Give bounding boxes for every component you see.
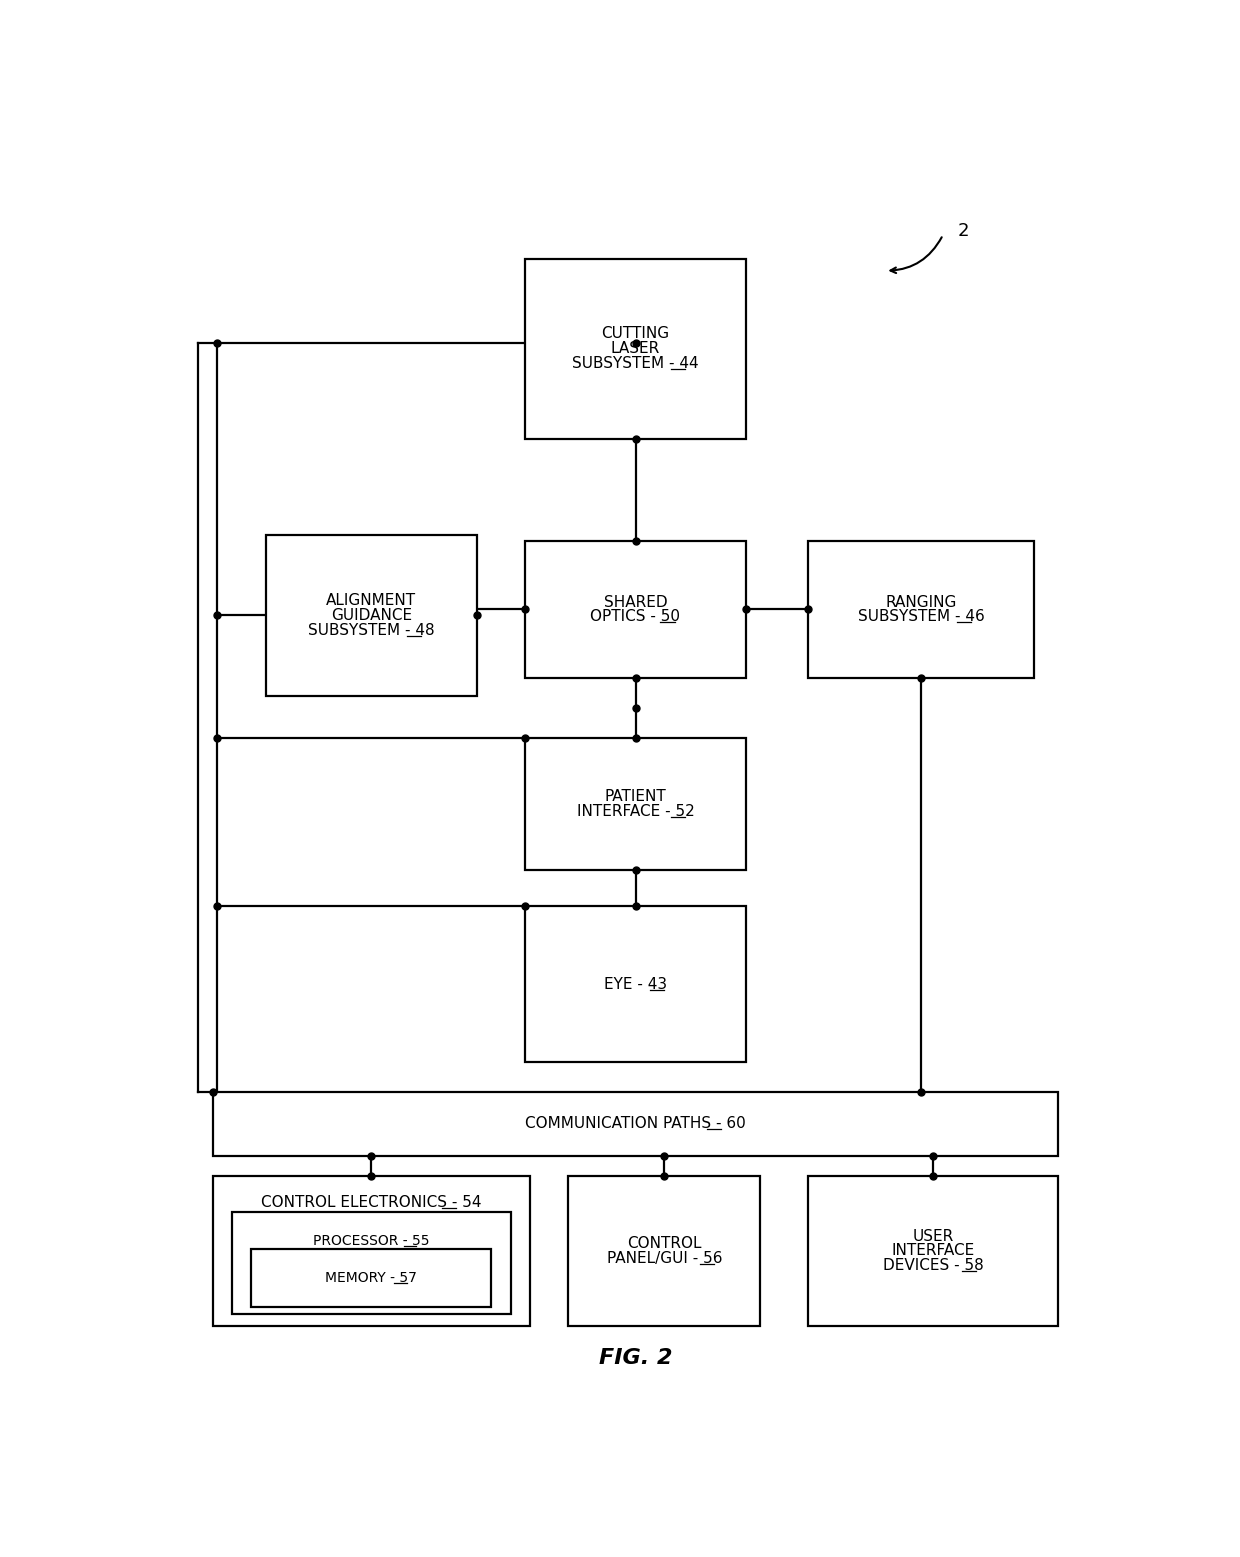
Text: ALIGNMENT: ALIGNMENT [326, 593, 417, 609]
FancyBboxPatch shape [250, 1249, 491, 1306]
Text: EYE - 43: EYE - 43 [604, 976, 667, 992]
Text: INTERFACE: INTERFACE [892, 1244, 975, 1258]
Text: MEMORY - 57: MEMORY - 57 [325, 1271, 417, 1285]
Text: INTERFACE - 52: INTERFACE - 52 [577, 803, 694, 819]
FancyBboxPatch shape [568, 1176, 760, 1327]
Text: SUBSYSTEM - 46: SUBSYSTEM - 46 [858, 609, 985, 624]
Text: CONTROL ELECTRONICS - 54: CONTROL ELECTRONICS - 54 [260, 1194, 481, 1210]
FancyBboxPatch shape [232, 1211, 511, 1314]
FancyBboxPatch shape [525, 258, 746, 439]
Text: RANGING: RANGING [885, 595, 957, 610]
FancyBboxPatch shape [213, 1176, 529, 1327]
Text: PROCESSOR - 55: PROCESSOR - 55 [312, 1233, 429, 1247]
FancyBboxPatch shape [213, 1091, 1058, 1155]
Text: PANEL/GUI - 56: PANEL/GUI - 56 [606, 1250, 722, 1266]
FancyBboxPatch shape [808, 1176, 1059, 1327]
Text: CONTROL: CONTROL [627, 1236, 702, 1250]
Text: COMMUNICATION PATHS - 60: COMMUNICATION PATHS - 60 [525, 1116, 746, 1132]
Text: 2: 2 [957, 223, 968, 240]
Text: SHARED: SHARED [604, 595, 667, 610]
FancyBboxPatch shape [525, 738, 746, 870]
Text: CUTTING: CUTTING [601, 327, 670, 341]
Text: LASER: LASER [611, 341, 660, 357]
Text: GUIDANCE: GUIDANCE [331, 607, 412, 623]
Text: OPTICS - 50: OPTICS - 50 [590, 609, 681, 624]
Text: SUBSYSTEM - 44: SUBSYSTEM - 44 [572, 357, 699, 371]
Text: PATIENT: PATIENT [605, 789, 666, 805]
FancyBboxPatch shape [525, 906, 746, 1062]
Text: SUBSYSTEM - 48: SUBSYSTEM - 48 [308, 623, 434, 638]
FancyBboxPatch shape [525, 540, 746, 679]
Text: FIG. 2: FIG. 2 [599, 1348, 672, 1367]
FancyBboxPatch shape [265, 534, 477, 696]
Text: USER: USER [913, 1228, 954, 1244]
Text: DEVICES - 58: DEVICES - 58 [883, 1258, 983, 1274]
FancyBboxPatch shape [808, 540, 1034, 679]
